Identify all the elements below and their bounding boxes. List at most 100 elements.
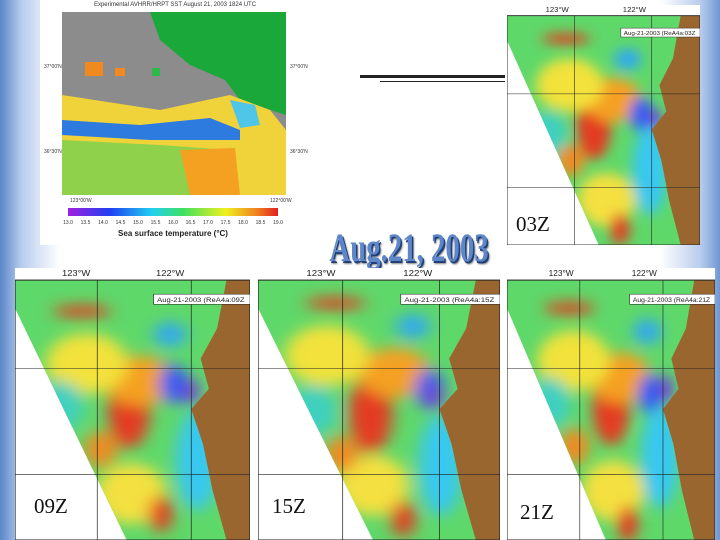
temperature-feature (541, 33, 590, 45)
colorbar (68, 208, 278, 216)
lon-label: 122°W (623, 5, 646, 14)
colorbar-tick-label: 18.0 (238, 220, 248, 226)
divider-line (380, 81, 505, 82)
temperature-feature (537, 330, 610, 391)
model-panel: 123°W 122°W Aug-21-2003 (ReA4a:09Z (15, 268, 250, 540)
colorbar-tick-label: 15.5 (151, 220, 161, 226)
temperature-feature (159, 363, 188, 404)
temperature-feature (632, 319, 662, 344)
temperature-feature (336, 455, 410, 516)
temperature-feature (617, 505, 639, 540)
stamp: Aug-21-2003 (ReA4a:09Z (157, 297, 245, 304)
ocean-features (528, 302, 679, 540)
temperature-feature (528, 377, 571, 429)
colorbar-tick-label: 17.0 (203, 220, 213, 226)
lon-label: 123°00'W (70, 198, 92, 204)
temperature-feature (557, 144, 585, 177)
patch (85, 62, 103, 76)
frame (15, 279, 250, 540)
model-panel: 123°W 122°W Aug-21-2003 (ReA4a:15Z (258, 268, 500, 540)
temperature-feature (153, 322, 187, 347)
patch (152, 68, 160, 76)
lon-label: 123°W (549, 269, 574, 278)
temperature-feature (614, 48, 642, 70)
temperature-feature (543, 302, 596, 315)
colorbar-tick-label: 14.0 (98, 220, 108, 226)
temperature-feature (305, 297, 366, 310)
temperature-feature (284, 325, 370, 386)
cold-band (62, 118, 240, 140)
image-title: Experimental AVHRR/HRPT SST August 21, 2… (94, 2, 257, 8)
temperature-feature (52, 305, 112, 318)
frame (258, 279, 500, 540)
warm-patch (180, 148, 240, 195)
colorbar-tick-label: 16.0 (168, 220, 178, 226)
time-label: 03Z (512, 212, 554, 237)
stamp: Aug-21-2003 (ReA4a:15Z (404, 296, 494, 304)
colorbar-tick-label: 14.5 (116, 220, 126, 226)
land (651, 15, 700, 245)
temperature-feature (641, 407, 679, 508)
model-panel: 123°W 122°W Aug-21-2003 (ReA4a:21Z (507, 268, 715, 540)
temperature-feature (96, 463, 167, 524)
time-label: 15Z (268, 494, 310, 519)
temperature-feature (577, 173, 636, 227)
temperature-feature (560, 428, 590, 465)
land (663, 280, 715, 540)
colorbar-tick-label: 17.5 (221, 220, 231, 226)
temperature-feature (84, 431, 118, 468)
temperature-feature (391, 500, 416, 537)
land-green (150, 12, 286, 115)
patch (115, 68, 125, 76)
lon-label: 122°W (403, 269, 433, 278)
temperature-feature (148, 495, 173, 532)
temperature-feature (395, 314, 430, 339)
temperature-feature (427, 382, 442, 412)
stamp-box (629, 293, 715, 305)
temperature-feature (610, 213, 630, 245)
lon-label: 122°W (632, 269, 657, 278)
colorbar-tick-label: 13.0 (63, 220, 73, 226)
temperature-feature (581, 460, 645, 521)
stamp-box (620, 27, 700, 38)
colorbar-tick-label: 16.5 (186, 220, 196, 226)
temperature-feature (358, 347, 432, 398)
model-panel: 123°W 122°W Aug-21-2003 (ReA4a:03Z (507, 5, 700, 245)
frame (507, 279, 715, 540)
time-label: 21Z (516, 500, 558, 525)
colorbar-label: Sea surface temperature (°C) (118, 229, 228, 238)
lon-label: 123°W (546, 5, 569, 14)
lon-label: 123°W (306, 269, 336, 278)
temperature-feature (638, 373, 663, 415)
stamp: Aug-21-2003 (ReA4a:03Z (624, 31, 696, 37)
colorbar-tick-label: 15.0 (133, 220, 143, 226)
temperature-feature (324, 436, 359, 473)
temperature-feature (629, 96, 653, 133)
temperature-feature (288, 385, 337, 437)
temperature-feature (45, 333, 128, 394)
land (439, 280, 500, 540)
slide-title: Aug.21, 2003 (329, 225, 489, 270)
time-label: 09Z (30, 494, 72, 519)
lat-label: 36°30'N (290, 149, 308, 155)
colorbar-tick-label: 13.5 (81, 220, 91, 226)
lon-label: 123°W (62, 269, 91, 278)
colorbar-tick-label: 18.5 (256, 220, 266, 226)
bay (230, 100, 260, 128)
stamp: Aug-21-2003 (ReA4a:21Z (633, 297, 710, 304)
land (191, 280, 250, 540)
colorbar-tick-label: 19.0 (273, 220, 283, 226)
temperature-feature (659, 374, 673, 403)
temperature-feature (535, 58, 604, 112)
divider-line (360, 75, 505, 78)
frame (507, 15, 700, 245)
lon-label: 122°W (156, 269, 185, 278)
satellite-image: Experimental AVHRR/HRPT SST August 21, 2… (40, 0, 310, 245)
stamp-box (153, 293, 250, 305)
lat-label: 36°30'N (44, 149, 62, 155)
lon-label: 122°00'W (270, 198, 292, 204)
stamp-box (400, 293, 500, 305)
temperature-feature (36, 380, 84, 432)
lat-label: 37°00'N (44, 64, 62, 70)
